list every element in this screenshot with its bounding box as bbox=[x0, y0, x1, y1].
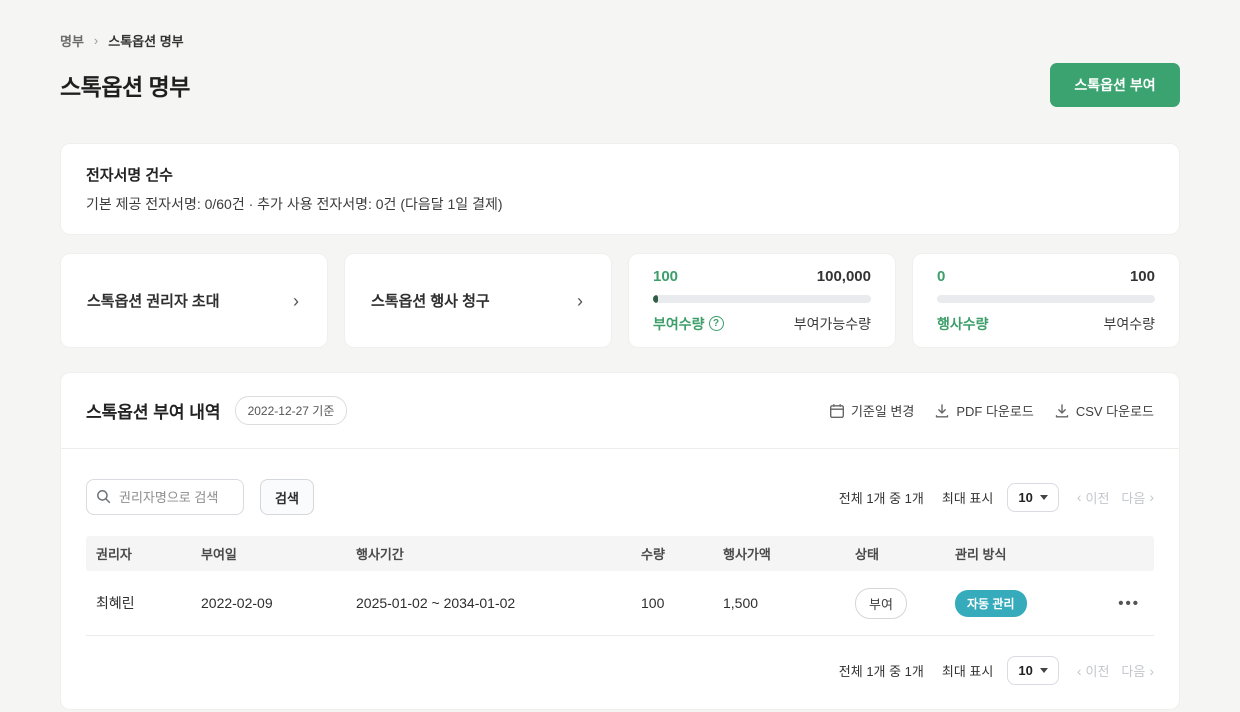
table-header-row: 권리자 부여일 행사기간 수량 행사가액 상태 관리 방식 bbox=[86, 536, 1154, 571]
grantable-quantity-value: 100,000 bbox=[816, 267, 871, 285]
esign-count-card: 전자서명 건수 기본 제공 전자서명: 0/60건 · 추가 사용 전자서명: … bbox=[60, 143, 1180, 235]
chevron-right-icon: › bbox=[577, 290, 583, 311]
page-size-select[interactable]: 10 bbox=[1007, 656, 1059, 685]
max-display-label: 최대 표시 bbox=[941, 490, 994, 506]
search-icon bbox=[97, 490, 111, 504]
management-badge: 자동 관리 bbox=[955, 589, 1027, 617]
chevron-down-icon bbox=[1039, 494, 1048, 500]
page-header: 스톡옵션 명부 스톡옵션 부여 bbox=[60, 63, 1180, 107]
grant-date: 2022-02-09 bbox=[201, 595, 273, 611]
chevron-down-icon bbox=[1039, 668, 1048, 673]
column-header-exercise-period: 행사기간 bbox=[356, 547, 404, 562]
granted-total-label: 부여수량 bbox=[1103, 315, 1155, 332]
granted-quantity-progress bbox=[653, 294, 871, 303]
exercised-quantity-label: 행사수량 bbox=[937, 315, 989, 332]
quantity: 100 bbox=[641, 595, 665, 611]
change-reference-date-button[interactable]: 기준일 변경 bbox=[829, 401, 914, 420]
column-header-holder: 권리자 bbox=[96, 547, 132, 562]
breadcrumb-item-stock-option-register: 스톡옵션 명부 bbox=[108, 34, 184, 49]
exercised-quantity-progress bbox=[937, 294, 1155, 303]
grant-history-table: 권리자 부여일 행사기간 수량 행사가액 상태 관리 방식 최혜린 2022-0… bbox=[86, 536, 1154, 636]
esign-card-title: 전자서명 건수 bbox=[86, 167, 173, 184]
column-header-grant-date: 부여일 bbox=[201, 547, 237, 562]
grant-history-card: 스톡옵션 부여 내역 2022-12-27 기준 기준일 변경 bbox=[60, 372, 1180, 710]
chevron-right-icon: › bbox=[1149, 489, 1154, 505]
grant-history-title: 스톡옵션 부여 내역 bbox=[86, 403, 221, 422]
granted-quantity-card: 100 100,000 부여수량 ? 부여가능수량 bbox=[628, 253, 896, 348]
pagination-summary: 전체 1개 중 1개 bbox=[838, 490, 924, 506]
breadcrumb-item-register[interactable]: 명부 bbox=[60, 34, 84, 49]
column-header-management: 관리 방식 bbox=[955, 547, 1007, 562]
granted-total-value: 100 bbox=[1129, 267, 1155, 285]
invite-holders-card[interactable]: 스톡옵션 권리자 초대 › bbox=[60, 253, 328, 348]
table-footer: 전체 1개 중 1개 최대 표시 10 ‹ 이전 다음 › bbox=[61, 636, 1179, 709]
column-header-exercise-price: 행사가액 bbox=[723, 547, 771, 562]
breadcrumb: 명부 › 스톡옵션 명부 bbox=[60, 0, 1180, 50]
granted-quantity-value: 100 bbox=[653, 267, 679, 285]
table-toolbar: 검색 전체 1개 중 1개 최대 표시 10 ‹ 이전 다음 › bbox=[86, 479, 1154, 515]
download-icon bbox=[1055, 403, 1069, 417]
column-header-quantity: 수량 bbox=[641, 547, 665, 562]
calendar-icon bbox=[829, 403, 844, 418]
pagination-bottom: 전체 1개 중 1개 최대 표시 10 ‹ 이전 다음 › bbox=[839, 656, 1154, 685]
reference-date-badge: 2022-12-27 기준 bbox=[234, 396, 348, 425]
exercise-request-label: 스톡옵션 행사 청구 bbox=[371, 293, 490, 310]
exercise-period: 2025-01-02 ~ 2034-01-02 bbox=[356, 595, 516, 611]
chevron-right-icon: › bbox=[1149, 662, 1154, 679]
search-input[interactable] bbox=[86, 479, 244, 515]
download-icon bbox=[936, 403, 949, 417]
invite-holders-label: 스톡옵션 권리자 초대 bbox=[87, 293, 220, 310]
search-box bbox=[86, 479, 244, 515]
chevron-left-icon: ‹ bbox=[1076, 662, 1082, 679]
pagination-top: 전체 1개 중 1개 최대 표시 10 ‹ 이전 다음 › bbox=[838, 482, 1154, 512]
pdf-download-button[interactable]: PDF 다운로드 bbox=[934, 401, 1034, 420]
pagination-summary: 전체 1개 중 1개 bbox=[838, 664, 924, 679]
grantable-quantity-label: 부여가능수량 bbox=[793, 315, 871, 332]
search-button[interactable]: 검색 bbox=[260, 479, 314, 515]
prev-page-button[interactable]: ‹ 이전 bbox=[1076, 662, 1110, 680]
chevron-right-icon: › bbox=[293, 290, 299, 311]
prev-page-button[interactable]: ‹ 이전 bbox=[1076, 489, 1110, 506]
status-badge: 부여 bbox=[855, 587, 907, 619]
page-title: 스톡옵션 명부 bbox=[60, 74, 190, 100]
column-header-status: 상태 bbox=[855, 547, 879, 562]
row-menu-button[interactable]: ••• bbox=[1118, 594, 1140, 612]
esign-card-description: 기본 제공 전자서명: 0/60건 · 추가 사용 전자서명: 0건 (다음달 … bbox=[86, 196, 503, 212]
max-display-label: 최대 표시 bbox=[941, 664, 994, 679]
page-size-select[interactable]: 10 bbox=[1007, 482, 1059, 512]
exercise-price: 1,500 bbox=[723, 595, 759, 611]
exercised-quantity-card: 0 100 행사수량 부여수량 bbox=[912, 253, 1180, 348]
grant-stock-option-button[interactable]: 스톡옵션 부여 bbox=[1050, 63, 1180, 107]
granted-quantity-label: 부여수량 ? bbox=[653, 314, 724, 334]
help-icon[interactable]: ? bbox=[708, 316, 724, 331]
next-page-button[interactable]: 다음 › bbox=[1121, 662, 1154, 680]
holder-name: 최혜린 bbox=[96, 595, 135, 611]
next-page-button[interactable]: 다음 › bbox=[1121, 489, 1154, 506]
table-row: 최혜린 2022-02-09 2025-01-02 ~ 2034-01-02 1… bbox=[86, 571, 1154, 636]
exercised-quantity-value: 0 bbox=[937, 267, 946, 285]
summary-cards-row: 스톡옵션 권리자 초대 › 스톡옵션 행사 청구 › 100 100,000 부… bbox=[60, 253, 1180, 348]
chevron-left-icon: ‹ bbox=[1076, 489, 1082, 505]
grant-history-header: 스톡옵션 부여 내역 2022-12-27 기준 기준일 변경 bbox=[61, 373, 1179, 449]
chevron-right-icon: › bbox=[93, 33, 99, 48]
exercise-request-card[interactable]: 스톡옵션 행사 청구 › bbox=[344, 253, 612, 348]
csv-download-button[interactable]: CSV 다운로드 bbox=[1054, 401, 1154, 420]
